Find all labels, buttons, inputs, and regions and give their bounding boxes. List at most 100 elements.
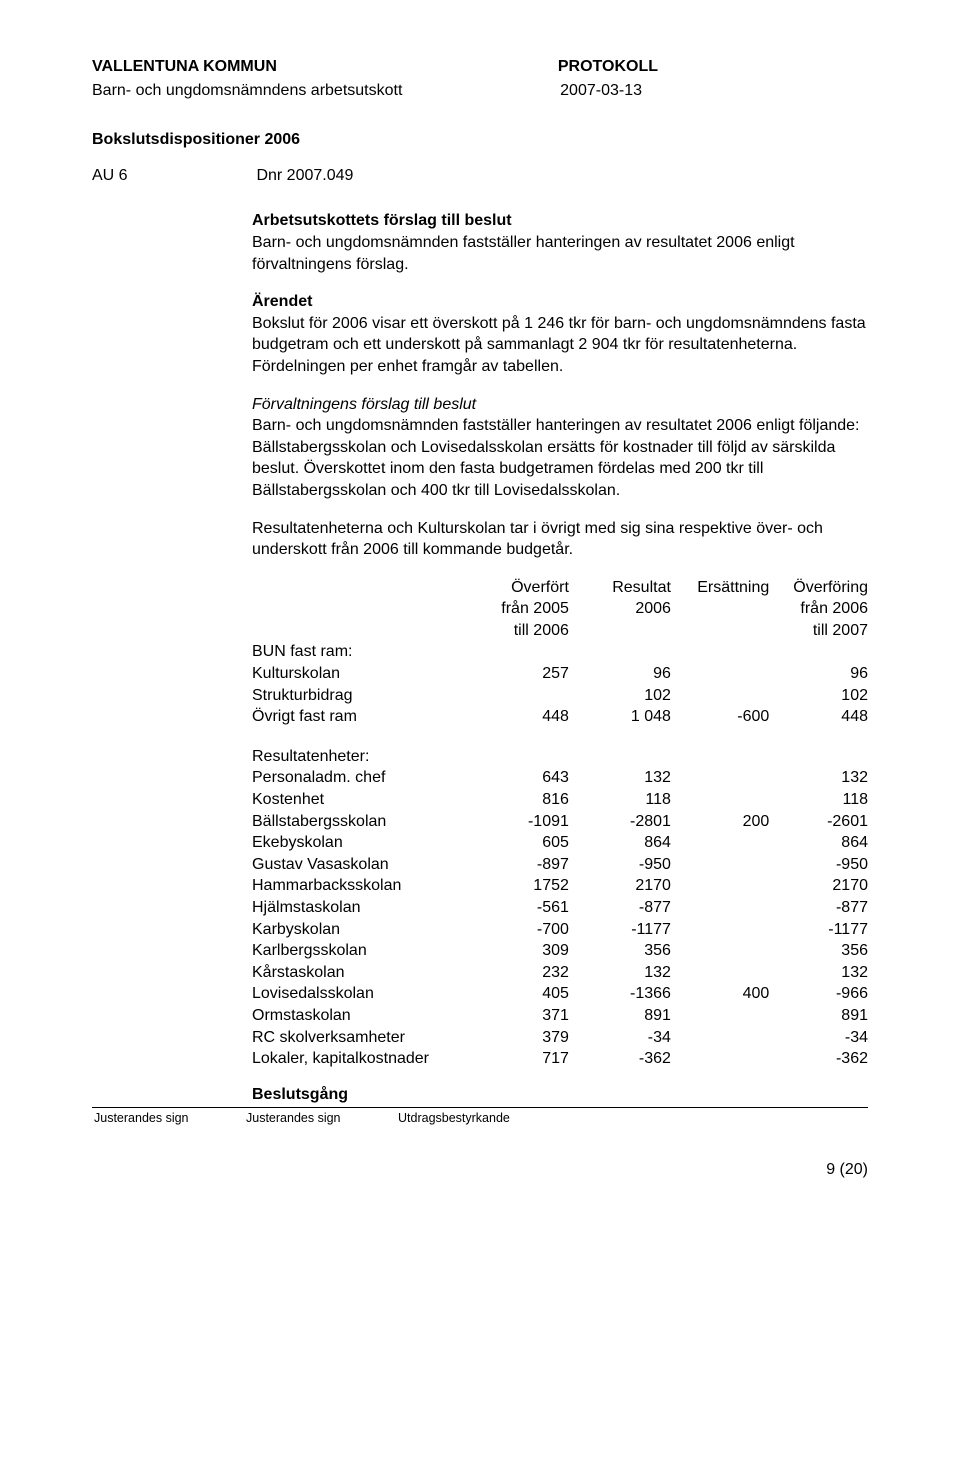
table-row: Övrigt fast ram4481 048-600448 [252, 706, 868, 728]
table-row: Karlbergsskolan309356356 [252, 940, 868, 962]
table-row: Strukturbidrag102102 [252, 685, 868, 707]
row-label: Övrigt fast ram [252, 706, 467, 728]
row-val-c [671, 875, 769, 897]
row-val-a: 257 [467, 663, 569, 685]
row-val-a: 448 [467, 706, 569, 728]
row-val-a: -897 [467, 854, 569, 876]
row-label: Hjälmstaskolan [252, 897, 467, 919]
table-row: Kulturskolan2579696 [252, 663, 868, 685]
section-title: Bokslutsdispositioner 2006 [92, 129, 868, 151]
decision-heading: Beslutsgång [252, 1084, 868, 1106]
row-val-d: -362 [769, 1048, 868, 1070]
th-overforing-2: från 2006 [769, 598, 868, 620]
row-val-c [671, 832, 769, 854]
row-val-b: -1366 [569, 983, 671, 1005]
committee-name: Barn- och ungdomsnämndens arbetsutskott [92, 80, 402, 102]
row-label: RC skolverksamheter [252, 1027, 467, 1049]
row-val-d: 102 [769, 685, 868, 707]
row-val-d: -877 [769, 897, 868, 919]
row-val-b: 96 [569, 663, 671, 685]
th-overfort-1: Överfört [467, 577, 569, 599]
row-label: Karlbergsskolan [252, 940, 467, 962]
row-val-c [671, 789, 769, 811]
sign-cell-1: Justerandes sign [92, 1107, 244, 1155]
row-val-a: 309 [467, 940, 569, 962]
row-val-c [671, 1048, 769, 1070]
row-val-c [671, 940, 769, 962]
page: VALLENTUNA KOMMUN PROTOKOLL Barn- och un… [0, 0, 960, 1221]
row-val-d: 132 [769, 962, 868, 984]
doc-type: PROTOKOLL [558, 56, 658, 78]
table-row: Gustav Vasaskolan-897-950-950 [252, 854, 868, 876]
row-val-c [671, 767, 769, 789]
row-val-b: -877 [569, 897, 671, 919]
table-row: Personaladm. chef643132132 [252, 767, 868, 789]
row-val-a [467, 685, 569, 707]
row-label: Kostenhet [252, 789, 467, 811]
section-meta: AU 6 Dnr 2007.049 [92, 165, 868, 187]
group-label: Resultatenheter: [252, 746, 467, 768]
row-val-a: 405 [467, 983, 569, 1005]
row-val-b: 102 [569, 685, 671, 707]
table-row: Kårstaskolan232132132 [252, 962, 868, 984]
th-overforing-3: till 2007 [769, 620, 868, 642]
row-label: Personaladm. chef [252, 767, 467, 789]
row-label: Ormstaskolan [252, 1005, 467, 1027]
forvaltning-block: Förvaltningens förslag till beslut Barn-… [252, 394, 868, 502]
row-val-a: -700 [467, 919, 569, 941]
sign-cell-3: Utdragsbestyrkande [396, 1107, 868, 1155]
th-resultat-2: 2006 [569, 598, 671, 620]
row-val-b: 132 [569, 962, 671, 984]
arende-heading: Ärendet [252, 291, 868, 313]
sign-cell-2: Justerandes sign [244, 1107, 396, 1155]
row-val-a: 816 [467, 789, 569, 811]
group-label: BUN fast ram: [252, 641, 467, 663]
th-overfort-3: till 2006 [467, 620, 569, 642]
row-val-a: -1091 [467, 811, 569, 833]
row-val-b: -34 [569, 1027, 671, 1049]
table-head: Överfört Resultat Ersättning Överföring … [252, 577, 868, 642]
meeting-date: 2007-03-13 [560, 80, 642, 102]
signature-row: Justerandes sign Justerandes sign Utdrag… [92, 1107, 868, 1155]
resultat-text: Resultatenheterna och Kulturskolan tar i… [252, 518, 868, 561]
table-row: Ekebyskolan605864864 [252, 832, 868, 854]
table-group-header: BUN fast ram: [252, 641, 868, 663]
row-val-a: 717 [467, 1048, 569, 1070]
agenda-ref: AU 6 [92, 165, 252, 187]
forvaltning-text-2: Bällstabergsskolan och Lovisedalsskolan … [252, 437, 868, 502]
proposal-text: Barn- och ungdomsnämnden fastställer han… [252, 232, 868, 275]
row-val-d: -966 [769, 983, 868, 1005]
forvaltning-text-1: Barn- och ungdomsnämnden fastställer han… [252, 415, 868, 437]
table-row: RC skolverksamheter379-34-34 [252, 1027, 868, 1049]
proposal-block: Arbetsutskottets förslag till beslut Bar… [252, 210, 868, 275]
arende-block: Ärendet Bokslut för 2006 visar ett övers… [252, 291, 868, 377]
row-val-a: 605 [467, 832, 569, 854]
row-val-c [671, 1005, 769, 1027]
result-table: Överfört Resultat Ersättning Överföring … [252, 577, 868, 1070]
row-val-b: 864 [569, 832, 671, 854]
row-val-b: -950 [569, 854, 671, 876]
row-val-d: 132 [769, 767, 868, 789]
th-overfort-2: från 2005 [467, 598, 569, 620]
row-val-c [671, 1027, 769, 1049]
row-val-c: 200 [671, 811, 769, 833]
row-label: Karbyskolan [252, 919, 467, 941]
row-val-d: 96 [769, 663, 868, 685]
th-resultat-1: Resultat [569, 577, 671, 599]
row-val-d: 356 [769, 940, 868, 962]
row-label: Lokaler, kapitalkostnader [252, 1048, 467, 1070]
row-val-c [671, 919, 769, 941]
table-row: Bällstabergsskolan-1091-2801200-2601 [252, 811, 868, 833]
row-val-d: 891 [769, 1005, 868, 1027]
proposal-heading: Arbetsutskottets förslag till beslut [252, 210, 868, 232]
table-group-header: Resultatenheter: [252, 746, 868, 768]
row-val-d: -1177 [769, 919, 868, 941]
row-val-b: 2170 [569, 875, 671, 897]
row-val-d: -34 [769, 1027, 868, 1049]
row-val-c [671, 685, 769, 707]
dnr: Dnr 2007.049 [256, 167, 353, 184]
th-overforing-1: Överföring [769, 577, 868, 599]
row-val-c [671, 663, 769, 685]
row-val-b: -2801 [569, 811, 671, 833]
row-label: Gustav Vasaskolan [252, 854, 467, 876]
